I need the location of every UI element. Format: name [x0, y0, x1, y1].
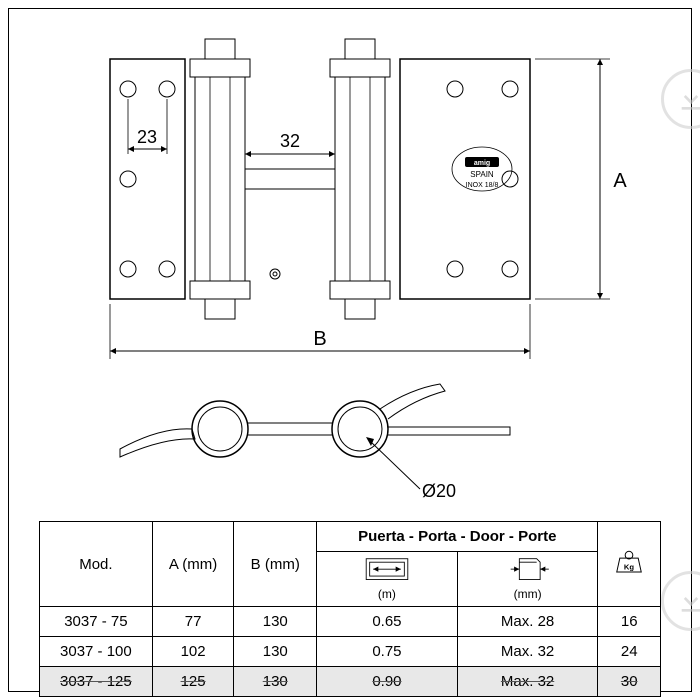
table-row: 3037 - 1001021300.75Max. 3224	[40, 637, 661, 667]
svg-text:amig: amig	[474, 160, 490, 167]
col-a: A (mm)	[152, 522, 234, 607]
col-door-thick: (mm)	[457, 552, 598, 607]
table-row: 3037 - 75771300.65Max. 2816	[40, 607, 661, 637]
door-header: Puerta - Porta - Door - Porte	[317, 522, 598, 552]
col-door-width: (m)	[317, 552, 458, 607]
dim-23: 23	[137, 127, 157, 147]
col-b: B (mm)	[234, 522, 317, 607]
col-weight: Kg	[598, 522, 661, 607]
svg-text:INOX 18/8: INOX 18/8	[466, 182, 499, 189]
col-mod: Mod.	[40, 522, 153, 607]
svg-text:Kg: Kg	[624, 563, 635, 572]
watermark-icon	[661, 571, 700, 631]
dim-A: A	[613, 170, 627, 192]
svg-text:SPAIN: SPAIN	[470, 170, 494, 179]
technical-drawing: amig SPAIN INOX 18/8 23 32 A	[29, 19, 671, 519]
brand-stamp: amig SPAIN INOX 18/8	[452, 147, 512, 191]
dim-B: B	[313, 328, 326, 350]
spec-table: Mod. A (mm) B (mm) Puerta - Porta - Door…	[39, 521, 661, 681]
dim-32: 32	[280, 131, 300, 151]
dim-diameter: Ø20	[422, 481, 456, 501]
table-row: 3037 - 1251251300.90Max. 3230	[40, 667, 661, 697]
